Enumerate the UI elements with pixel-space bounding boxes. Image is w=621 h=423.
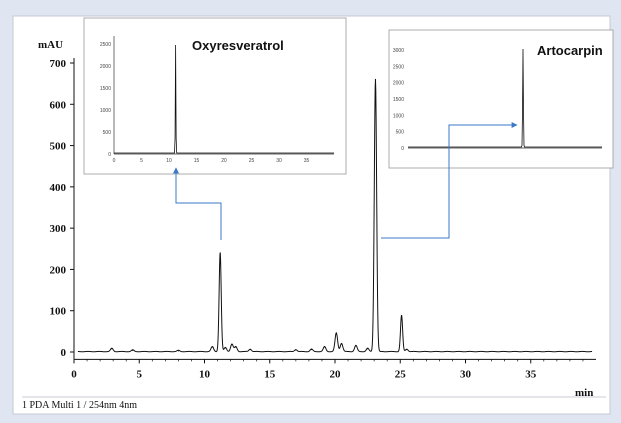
inset-artocarpin-y-tick: 2500 bbox=[393, 64, 404, 70]
inset-oxyresveratrol-y-tick: 2000 bbox=[100, 64, 111, 70]
inset-artocarpin-y-tick: 1500 bbox=[393, 97, 404, 103]
peak-point bbox=[323, 346, 326, 348]
x-tick-label: 20 bbox=[330, 368, 342, 380]
peak-point bbox=[340, 343, 343, 345]
inset-oxyresveratrol-y-tick: 1500 bbox=[100, 86, 111, 92]
peak-point bbox=[310, 348, 313, 351]
peak-point bbox=[367, 348, 369, 350]
x-tick-label: 15 bbox=[264, 368, 276, 380]
peak-point bbox=[400, 315, 403, 317]
inset-artocarpin-trace bbox=[408, 48, 602, 148]
inset-oxyresveratrol-y-tick: 0 bbox=[108, 152, 111, 158]
main-trace-line bbox=[77, 79, 593, 353]
peak-point bbox=[249, 348, 251, 351]
inset-oxyresveratrol-y-tick: 1000 bbox=[100, 108, 111, 114]
peak-point bbox=[224, 347, 226, 349]
y-tick-label: 700 bbox=[50, 58, 67, 70]
inset-oxyresveratrol-y-tick: 500 bbox=[103, 130, 112, 136]
inset-oxyresveratrol: Oxyresveratrol 2500 2000 1500 1000 500 00 5 10 1… bbox=[83, 17, 347, 175]
y-tick-label: 100 bbox=[50, 306, 67, 318]
inset-oxyresveratrol-frame bbox=[83, 17, 347, 175]
inset-artocarpin-y-tick: 2000 bbox=[393, 81, 404, 87]
main-trace-group bbox=[77, 78, 593, 353]
peak-point bbox=[374, 78, 377, 81]
inset-oxyresveratrol-y-tick: 2500 bbox=[100, 42, 111, 48]
peak-point bbox=[235, 346, 237, 348]
peak-point bbox=[219, 252, 221, 254]
inset-oxyresveratrol-x-tick: 30 bbox=[276, 158, 282, 164]
peak-point bbox=[295, 349, 297, 351]
x-tick-label: 5 bbox=[137, 368, 143, 380]
peak-point bbox=[111, 348, 113, 350]
y-tick-label: 0 bbox=[61, 347, 67, 359]
inset-oxyresveratrol-x-tick: 35 bbox=[304, 158, 310, 164]
inset-artocarpin-title: Artocarpin bbox=[537, 43, 603, 58]
peak-point bbox=[355, 345, 357, 347]
x-tick-label: 25 bbox=[395, 368, 407, 380]
x-tick-label: 30 bbox=[460, 368, 472, 380]
peak-point bbox=[406, 348, 408, 351]
peak-point bbox=[177, 350, 179, 352]
x-axis-title: min bbox=[575, 387, 593, 399]
connector-arrows bbox=[173, 122, 518, 240]
inset-artocarpin: Artocarpin 3000 2500 2000 1500 1000 500 0 bbox=[388, 29, 614, 169]
inset-artocarpin-y-tick: 3000 bbox=[393, 48, 404, 54]
inset-oxyresveratrol-x-tick: 10 bbox=[166, 158, 172, 164]
peak-point bbox=[335, 332, 337, 335]
inset-artocarpin-frame bbox=[388, 29, 614, 169]
inset-oxyresveratrol-x-tick: 20 bbox=[221, 158, 227, 164]
y-tick-label: 400 bbox=[50, 182, 67, 194]
inset-artocarpin-y-tick: 1000 bbox=[393, 113, 404, 119]
x-tick-label: 10 bbox=[199, 368, 211, 380]
y-tick-label: 600 bbox=[50, 99, 67, 111]
peak-point bbox=[231, 343, 233, 346]
inset-oxyresveratrol-title: Oxyresveratrol bbox=[192, 38, 284, 53]
y-tick-label: 300 bbox=[50, 223, 67, 235]
oxyresveratrol-arrow bbox=[173, 167, 222, 240]
inset-oxyresveratrol-x-tick: 25 bbox=[249, 158, 255, 164]
y-tick-label: 200 bbox=[50, 264, 67, 276]
inset-oxyresveratrol-x-tick: 15 bbox=[194, 158, 200, 164]
inset-artocarpin-y-tick: 500 bbox=[396, 130, 405, 136]
footer-label: 1 PDA Multi 1 / 254nm 4nm bbox=[22, 400, 137, 411]
y-tick-label: 500 bbox=[50, 141, 67, 153]
inset-oxyresveratrol-x-tick: 0 bbox=[113, 158, 116, 164]
inset-oxyresveratrol-x-tick: 5 bbox=[140, 158, 143, 164]
y-axis-title: mAU bbox=[38, 39, 63, 51]
x-tick-label: 35 bbox=[525, 368, 537, 380]
peak-point bbox=[132, 349, 134, 351]
peak-point bbox=[211, 346, 213, 348]
inset-oxyresveratrol-trace bbox=[114, 44, 334, 154]
artocarpin-arrow bbox=[381, 122, 518, 239]
inset-artocarpin-y-tick: 0 bbox=[401, 146, 404, 152]
x-tick-label: 0 bbox=[71, 368, 77, 380]
